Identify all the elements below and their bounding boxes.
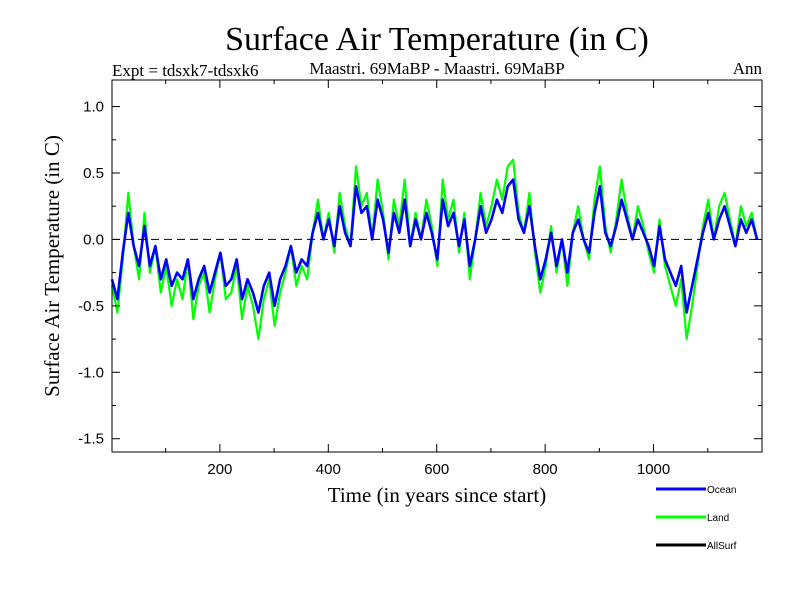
- x-tick-label: 600: [424, 461, 449, 478]
- period-label: Maastri. 69MaBP - Maastri. 69MaBP: [309, 59, 564, 78]
- y-tick-label: -1.5: [78, 431, 104, 448]
- legend-label-land: Land: [707, 513, 729, 524]
- y-tick-label: -1.0: [78, 364, 104, 381]
- y-tick-label: 0.5: [83, 165, 104, 182]
- x-tick-label: 400: [316, 461, 341, 478]
- legend: Ocean Land AllSurf: [656, 485, 737, 552]
- series-line-ocean: [110, 178, 759, 314]
- experiment-label: Expt = tdsxk7-tdsxk6: [112, 61, 259, 80]
- y-tick-label: 1.0: [83, 99, 104, 116]
- y-tick-label: -0.5: [78, 298, 104, 315]
- x-tick-label: 800: [533, 461, 558, 478]
- x-axis-label: Time (in years since start): [328, 483, 547, 507]
- y-tick-label: 0.0: [83, 231, 104, 248]
- y-axis-label: Surface Air Temperature (in C): [40, 135, 64, 397]
- x-tick-label: 1000: [637, 461, 670, 478]
- series-layer: [110, 158, 759, 341]
- x-axis: 200 400 600 800 1000: [165, 80, 709, 478]
- y-axis: 1.0 0.5 0.0 -0.5 -1.0 -1.5: [78, 99, 762, 448]
- legend-label-ocean: Ocean: [707, 485, 736, 496]
- chart-title: Surface Air Temperature (in C): [225, 21, 649, 58]
- legend-label-allsurf: AllSurf: [707, 541, 737, 552]
- x-tick-label: 200: [207, 461, 232, 478]
- season-label: Ann: [733, 59, 763, 78]
